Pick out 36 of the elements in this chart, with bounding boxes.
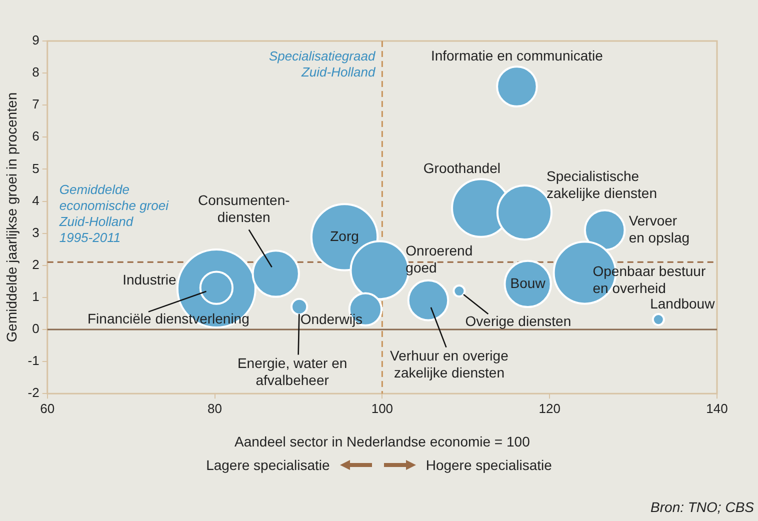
y-tick-label: 1 [32,289,40,304]
text: Verhuur en overige zakelijke diensten [390,348,509,381]
y-tick-label: 0 [32,321,40,336]
y-tick-label: 3 [32,224,40,240]
series-label: Zorg [330,228,359,244]
x-axis-title: Aandeel sector in Nederlandse economie = 100 [234,433,530,450]
text: Hogere specialisatie [426,457,552,473]
ref-line-label: Specialisatiegraad Zuid-Holland [268,48,376,80]
text: Lagere specialisatie [206,457,330,473]
x-tick-label: 60 [40,400,55,416]
series-label: Industrie [122,271,176,288]
series-label: Informatie en communicatie [430,47,604,64]
x-tick-label: 100 [371,400,394,416]
x-tick-label: 140 [706,400,728,416]
y-tick-label: 5 [32,160,40,176]
series-label: Bouw [510,274,546,291]
series-label: Overige diensten [465,312,572,329]
x-tick-label: 80 [208,400,222,416]
x-tick-label: 120 [538,400,560,416]
ref-line-label: Gemiddelde economische groei Zuid-Holland 1995-2011 [58,182,170,245]
y-tick-label: -1 [28,353,40,368]
y-tick-label: 2 [32,256,40,272]
y-tick-label: 7 [32,96,40,112]
series-label: Landbouw [650,295,716,312]
y-tick-label: 9 [32,32,40,48]
text: Energie, water en afvalbeheer [237,355,348,388]
series-label: Groothandel [423,160,500,176]
text: Bron: TNO; CBS [650,499,754,515]
series-label: Vervoer en opslag [628,212,690,246]
y-tick-label: 6 [32,128,40,144]
y-tick-label: 4 [32,192,40,208]
series-label: Consumenten-diensten [198,192,290,226]
series-label: Specialistische zakelijke diensten [546,168,657,201]
y-tick-label: 8 [32,64,40,80]
y-axis-title: Gemiddelde jaarlijkse groei in procenten [3,92,20,342]
y-tick-label: -2 [28,385,40,400]
